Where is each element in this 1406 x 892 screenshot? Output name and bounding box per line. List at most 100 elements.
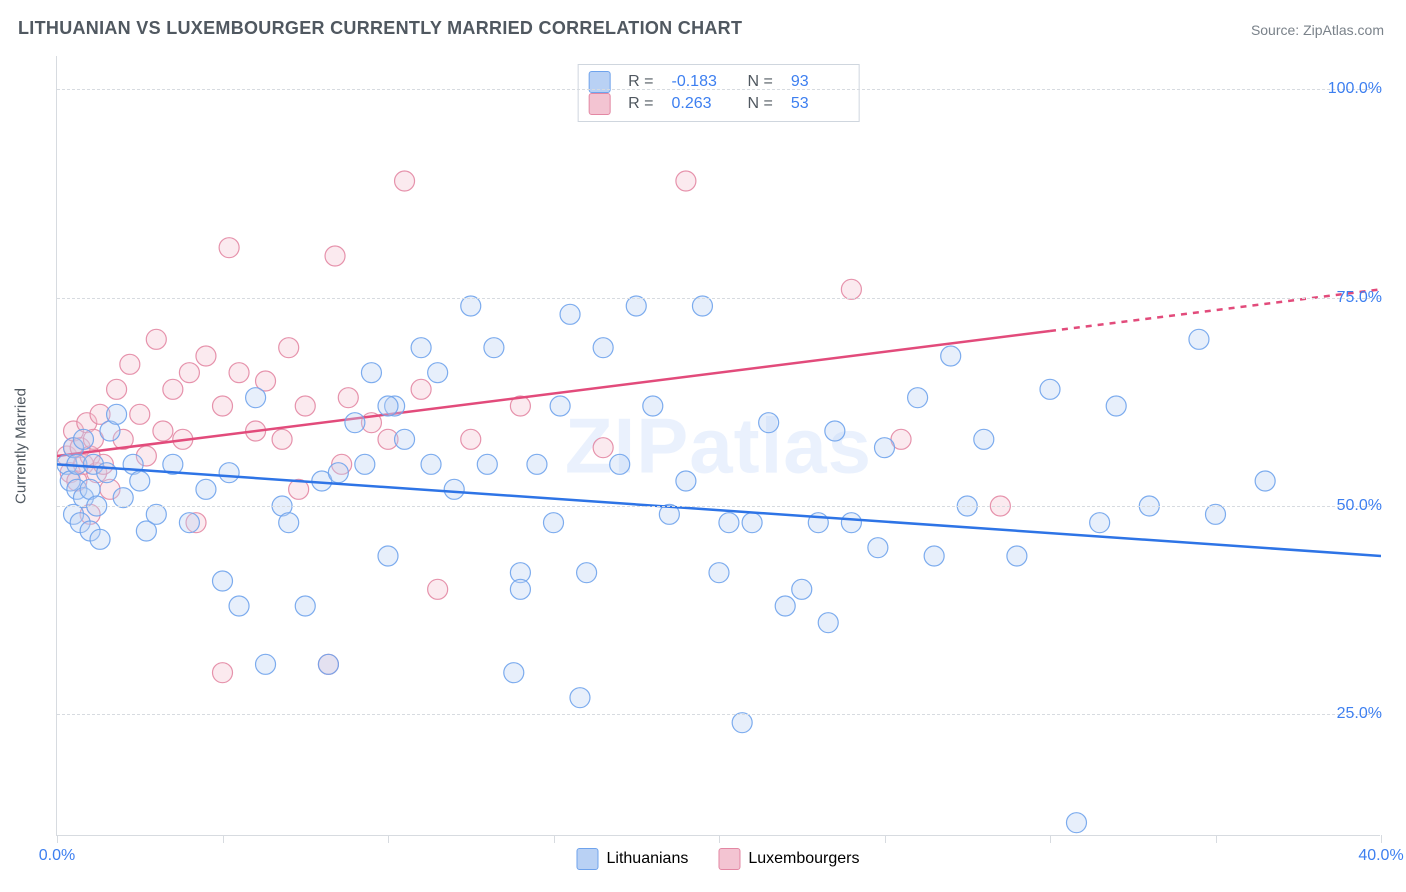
scatter-point [153, 421, 173, 441]
scatter-point [229, 363, 249, 383]
scatter-point [1066, 813, 1086, 833]
scatter-point [272, 429, 292, 449]
scatter-point [974, 429, 994, 449]
x-tick [885, 835, 886, 843]
scatter-point [1007, 546, 1027, 566]
source-attribution: Source: ZipAtlas.com [1251, 22, 1384, 38]
scatter-point [484, 338, 504, 358]
legend-label: Lithuanians [606, 850, 688, 868]
x-tick [223, 835, 224, 843]
scatter-point [246, 388, 266, 408]
scatter-point [338, 388, 358, 408]
scatter-point [868, 538, 888, 558]
scatter-point [875, 438, 895, 458]
scatter-point [196, 479, 216, 499]
x-tick-label: 40.0% [1358, 847, 1403, 865]
legend-item: Lithuanians [576, 848, 688, 870]
scatter-point [395, 429, 415, 449]
scatter-point [395, 171, 415, 191]
grid-line [57, 506, 1380, 507]
scatter-point [1255, 471, 1275, 491]
scatter-point [295, 396, 315, 416]
scatter-point [73, 429, 93, 449]
scatter-point [692, 296, 712, 316]
scatter-point [328, 463, 348, 483]
scatter-point [570, 688, 590, 708]
legend-r-label: R = [628, 93, 653, 115]
scatter-point [941, 346, 961, 366]
scatter-point [818, 613, 838, 633]
grid-line [57, 714, 1380, 715]
scatter-point [163, 379, 183, 399]
scatter-point [510, 579, 530, 599]
scatter-point [504, 663, 524, 683]
scatter-point [256, 654, 276, 674]
scatter-point [219, 238, 239, 258]
scatter-point [593, 438, 613, 458]
scatter-point [924, 546, 944, 566]
y-tick-label: 75.0% [1337, 289, 1382, 307]
legend-swatch [718, 848, 740, 870]
trend-line [57, 464, 1381, 556]
scatter-point [428, 363, 448, 383]
scatter-point [90, 529, 110, 549]
legend-correlation: R =-0.183N =93R =0.263N =53 [577, 64, 860, 122]
scatter-point [759, 413, 779, 433]
scatter-point [120, 354, 140, 374]
x-tick [719, 835, 720, 843]
x-tick [1216, 835, 1217, 843]
scatter-point [295, 596, 315, 616]
legend-swatch [588, 93, 610, 115]
y-tick-label: 100.0% [1328, 80, 1382, 98]
scatter-point [411, 379, 431, 399]
scatter-point [196, 346, 216, 366]
scatter-point [130, 471, 150, 491]
legend-correlation-row: R =0.263N =53 [588, 93, 849, 115]
scatter-point [610, 454, 630, 474]
legend-label: Luxembourgers [748, 850, 859, 868]
legend-series: Lithuanians Luxembourgers [576, 848, 859, 870]
scatter-point [411, 338, 431, 358]
scatter-point [1040, 379, 1060, 399]
scatter-point [626, 296, 646, 316]
scatter-point [792, 579, 812, 599]
scatter-point [908, 388, 928, 408]
plot-wrap: ZIPatlas Currently Married R =-0.183N =9… [56, 56, 1380, 836]
scatter-point [97, 463, 117, 483]
scatter-point [279, 513, 299, 533]
scatter-point [643, 396, 663, 416]
x-tick [57, 835, 58, 843]
scatter-point [544, 513, 564, 533]
scatter-point [550, 396, 570, 416]
x-tick [388, 835, 389, 843]
scatter-point [361, 363, 381, 383]
scatter-point [709, 563, 729, 583]
scatter-point [113, 488, 133, 508]
scatter-point [279, 338, 299, 358]
y-axis-title: Currently Married [13, 388, 30, 504]
scatter-point [560, 304, 580, 324]
scatter-point [775, 596, 795, 616]
scatter-point [527, 454, 547, 474]
scatter-point [345, 413, 365, 433]
svg-layer [57, 56, 1381, 836]
scatter-point [107, 379, 127, 399]
scatter-point [742, 513, 762, 533]
x-tick [1050, 835, 1051, 843]
scatter-point [444, 479, 464, 499]
grid-line [57, 89, 1380, 90]
scatter-point [213, 571, 233, 591]
scatter-point [1106, 396, 1126, 416]
legend-n-value: 53 [791, 93, 849, 115]
scatter-point [146, 504, 166, 524]
scatter-point [355, 454, 375, 474]
legend-swatch [576, 848, 598, 870]
scatter-point [325, 246, 345, 266]
scatter-point [107, 404, 127, 424]
scatter-point [461, 296, 481, 316]
scatter-point [593, 338, 613, 358]
scatter-point [213, 663, 233, 683]
scatter-point [1189, 329, 1209, 349]
chart-root: LITHUANIAN VS LUXEMBOURGER CURRENTLY MAR… [0, 0, 1406, 892]
scatter-point [229, 596, 249, 616]
